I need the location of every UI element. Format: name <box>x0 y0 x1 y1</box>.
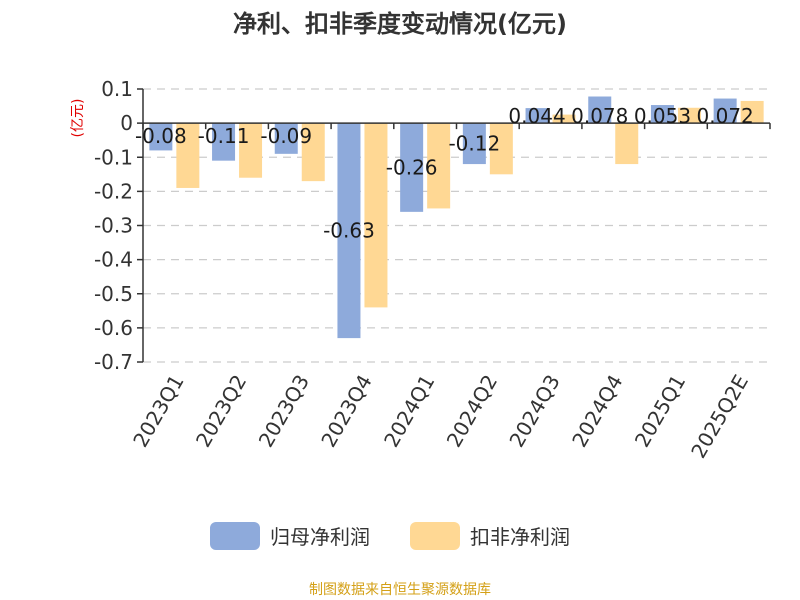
legend-swatch[interactable] <box>410 522 460 550</box>
legend-swatch[interactable] <box>210 522 260 550</box>
data-labels: -0.08 -0.11 -0.09 -0.63 -0.26 -0.12 0.044 0.078… <box>135 104 754 242</box>
y-tick-label: -0.5 <box>94 282 133 306</box>
data-label: -0.11 <box>198 124 250 148</box>
y-tick-label: -0.2 <box>94 179 133 203</box>
data-label: -0.09 <box>260 124 312 148</box>
bar-deducted-net-profit <box>239 123 263 178</box>
bar-deducted-net-profit <box>677 107 701 124</box>
y-axis-label: (亿元) <box>70 99 86 138</box>
x-tick-label: 2025Q1 <box>630 371 690 452</box>
y-tick-label: 0 <box>120 111 133 135</box>
x-tick-labels: 2023Q1 2023Q2 2023Q3 2023Q4 2024Q1 2024Q2 2024… <box>128 371 753 463</box>
bar-net-profit <box>650 105 674 124</box>
x-tick-label: 2023Q1 <box>128 371 188 452</box>
data-label: -0.12 <box>448 132 500 156</box>
x-tick-label: 2024Q4 <box>567 371 627 452</box>
x-tick-label: 2023Q4 <box>316 371 376 452</box>
bar-net-profit <box>337 123 361 339</box>
bar-deducted-net-profit <box>427 123 451 209</box>
y-tick-label: -0.7 <box>94 350 133 374</box>
data-label: 0.078 <box>571 104 628 128</box>
bar-deducted-net-profit <box>615 123 639 165</box>
bar-net-profit <box>713 98 737 124</box>
bar-net-profit <box>462 123 486 165</box>
bar-net-profit <box>274 123 298 154</box>
bar-net-profit <box>400 123 424 212</box>
x-tick-label: 2024Q2 <box>442 371 502 452</box>
bar-net-profit <box>588 96 612 124</box>
x-tick-label: 2025Q2E <box>686 371 753 463</box>
y-tick-label: -0.4 <box>94 248 133 272</box>
bar-deducted-net-profit <box>552 114 576 124</box>
chart-title: 净利、扣非季度变动情况(亿元) <box>233 10 567 38</box>
x-axis <box>142 122 771 130</box>
x-tick-label: 2024Q3 <box>504 371 564 452</box>
y-axis: 0.1 0 -0.1 -0.2 -0.3 -0.4 -0.5 -0.6 -0.7 <box>94 77 144 374</box>
data-label: -0.26 <box>386 155 438 179</box>
y-tick-label: -0.6 <box>94 316 133 340</box>
legend[interactable]: 归母净利润 扣非净利润 <box>210 522 570 550</box>
legend-label[interactable]: 归母净利润 <box>270 525 370 549</box>
x-tick-label: 2023Q2 <box>191 371 251 452</box>
y-tick-label: 0.1 <box>101 77 133 101</box>
bar-net-profit <box>212 123 236 161</box>
bar-deducted-net-profit <box>176 123 200 188</box>
y-tick-label: -0.1 <box>94 145 133 169</box>
data-label: 0.072 <box>697 104 754 128</box>
bars <box>149 96 764 339</box>
x-tick-label: 2023Q3 <box>254 371 314 452</box>
data-label: 0.053 <box>634 104 691 128</box>
bar-deducted-net-profit <box>301 123 325 182</box>
x-tick-label: 2024Q1 <box>379 371 439 452</box>
data-label: 0.044 <box>508 104 565 128</box>
legend-label[interactable]: 扣非净利润 <box>470 525 570 549</box>
bar-deducted-net-profit <box>364 123 388 308</box>
data-label: -0.63 <box>323 219 375 243</box>
data-label: -0.08 <box>135 124 187 148</box>
bar-net-profit <box>525 108 549 124</box>
bar-deducted-net-profit <box>740 100 764 124</box>
bar-deducted-net-profit <box>489 123 513 175</box>
y-tick-label: -0.3 <box>94 214 133 238</box>
bar-net-profit <box>149 123 173 151</box>
source-note: 制图数据来自恒生聚源数据库 <box>309 582 491 598</box>
